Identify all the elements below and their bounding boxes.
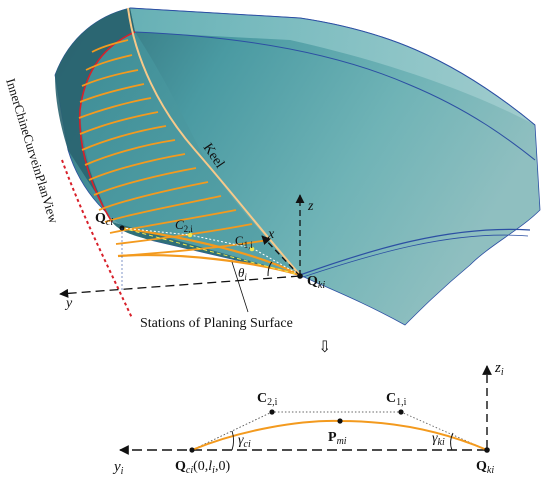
axis-z-top-label: z bbox=[307, 199, 314, 214]
chine-line-red bbox=[79, 31, 136, 223]
station-curve bbox=[88, 153, 186, 181]
point-C2-top bbox=[187, 232, 193, 238]
station-curve bbox=[81, 69, 139, 87]
stations-label: Stations of Planing Surface bbox=[140, 316, 293, 331]
down-arrow-icon: ⇩ bbox=[318, 339, 331, 356]
axis-y-bottom-label: yi bbox=[112, 459, 124, 477]
theta-arc bbox=[267, 261, 273, 277]
hull-deck-band bbox=[130, 8, 535, 125]
station-curve bbox=[91, 39, 129, 53]
inner-chine-label: InnerChineCurveinPlanView bbox=[3, 76, 62, 225]
chord-dashed-top bbox=[121, 227, 301, 276]
station-curve bbox=[78, 97, 152, 119]
section-2d-view: zi yi C2,i C1,i Pmi γci γki Qki Qci(0,li… bbox=[112, 360, 504, 477]
axis-x-top-label: x bbox=[267, 227, 275, 242]
tangent-gc bbox=[191, 411, 273, 451]
point-Qc-bottom-label: Qci(0,li,0) bbox=[175, 459, 230, 476]
axis-x-top bbox=[261, 235, 301, 277]
station-curve bbox=[109, 209, 237, 234]
point-C1-top-label: C1,i bbox=[235, 233, 253, 250]
axis-y-top bbox=[59, 275, 301, 298]
point-C1-top bbox=[249, 246, 255, 252]
station-curve bbox=[115, 223, 253, 245]
angle-gk-label: γki bbox=[432, 431, 445, 448]
point-Qk-bottom bbox=[484, 447, 490, 453]
station-curves bbox=[78, 39, 301, 277]
point-Pm-bottom-label: Pmi bbox=[328, 430, 347, 447]
point-Qc-top-label: Qci bbox=[95, 211, 113, 228]
stations-leader-line bbox=[231, 261, 249, 313]
angle-arc-gc bbox=[231, 430, 234, 451]
station-curve bbox=[85, 54, 133, 71]
station-curve-active bbox=[121, 226, 301, 276]
axis-y-top-label: y bbox=[64, 296, 73, 311]
point-Qk-bottom-label: Qki bbox=[476, 459, 494, 476]
point-C2-bottom bbox=[269, 409, 275, 415]
deck-edge-upper bbox=[129, 7, 536, 126]
point-Pm-bottom bbox=[337, 418, 343, 424]
chine-edge-blue bbox=[299, 228, 531, 276]
station-curve-bottom bbox=[117, 254, 301, 277]
station-curve bbox=[79, 111, 159, 135]
station-curve bbox=[84, 139, 176, 166]
station-curve bbox=[104, 195, 222, 223]
point-Qc-bottom bbox=[189, 447, 195, 453]
chine-projection-red bbox=[61, 159, 133, 319]
station-curve bbox=[79, 83, 145, 103]
hull-3d-view: InnerChineCurveinPlanView Keel z x y Qci… bbox=[3, 7, 541, 331]
station-curve bbox=[98, 181, 209, 211]
point-C2-top-label: C2,i bbox=[175, 217, 193, 234]
station-curve bbox=[81, 125, 167, 151]
point-C1-bottom bbox=[398, 409, 404, 415]
hull-stern-face bbox=[55, 8, 135, 215]
angle-arc-gk bbox=[450, 432, 454, 451]
point-C1-bottom-label: C1,i bbox=[386, 391, 407, 408]
control-polygon-top bbox=[121, 227, 301, 276]
angle-gc-label: γci bbox=[238, 433, 251, 450]
chine-edge-blue-2 bbox=[299, 234, 529, 279]
deck-edge-lower bbox=[134, 31, 536, 161]
station-curve bbox=[93, 167, 197, 196]
angle-theta-label: θi bbox=[238, 265, 247, 282]
point-C2-bottom-label: C2,i bbox=[257, 391, 278, 408]
axis-z-bottom-label: zi bbox=[494, 360, 504, 378]
point-Qk-top-label: Qki bbox=[307, 274, 325, 291]
